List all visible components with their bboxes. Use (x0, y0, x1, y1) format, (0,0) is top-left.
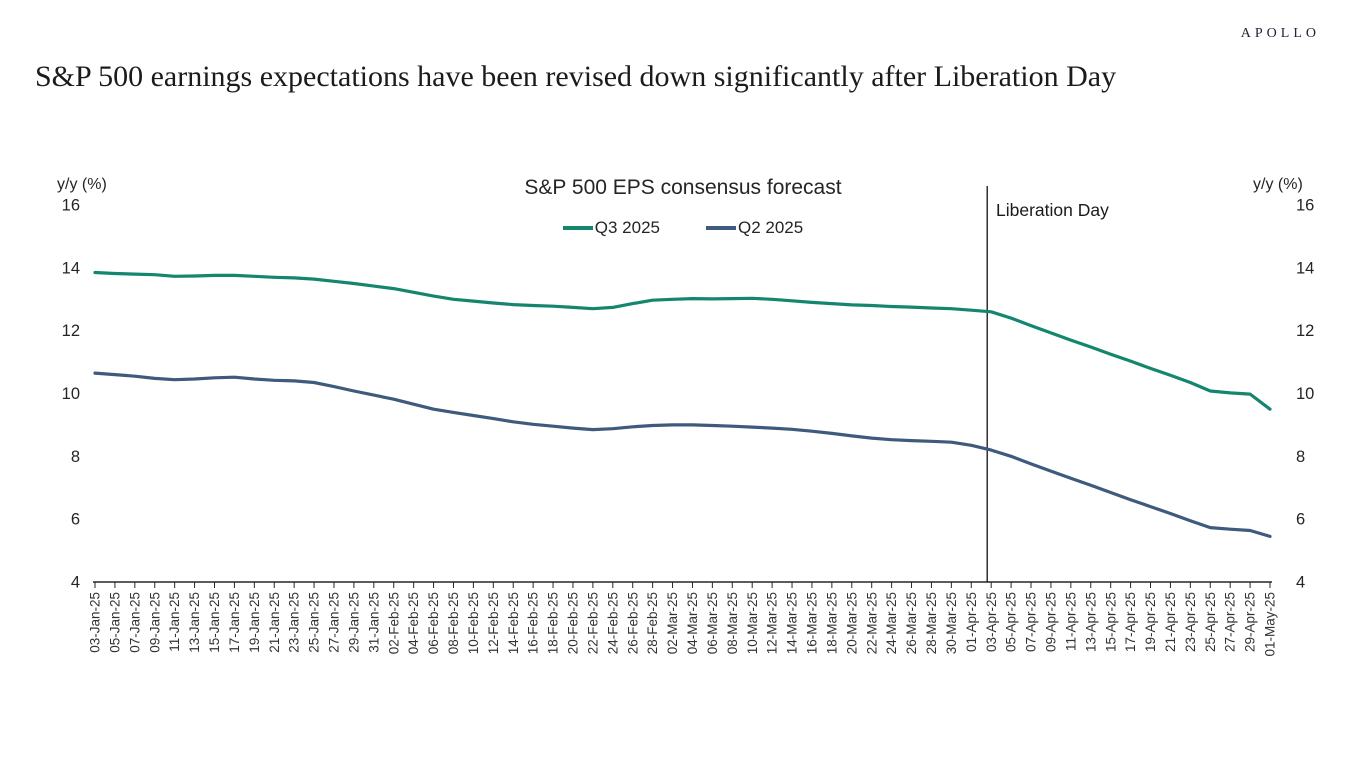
apollo-logo: APOLLO (1240, 26, 1320, 41)
x-axis-tick-label: 28-Feb-25 (645, 592, 660, 654)
x-axis-tick-label: 24-Mar-25 (884, 592, 899, 654)
x-axis-tick-label: 18-Feb-25 (546, 592, 561, 654)
y-axis-tick-label-left: 14 (62, 259, 80, 277)
x-axis-tick-label: 20-Mar-25 (844, 592, 859, 654)
y-axis-tick-label-right: 14 (1296, 259, 1314, 277)
x-axis-tick-label: 18-Mar-25 (824, 592, 839, 654)
x-axis-tick-label: 07-Apr-25 (1024, 592, 1039, 652)
x-axis-tick-label: 14-Mar-25 (785, 592, 800, 654)
x-axis-tick-label: 05-Apr-25 (1004, 592, 1019, 652)
legend-item-q2-2025: Q2 2025 (706, 218, 803, 238)
x-axis-tick-label: 08-Mar-25 (725, 592, 740, 654)
x-axis-tick-label: 11-Apr-25 (1063, 592, 1078, 651)
x-axis-tick-label: 07-Jan-25 (127, 592, 142, 653)
x-axis-tick-label: 03-Jan-25 (88, 592, 103, 653)
x-axis-tick-label: 04-Mar-25 (685, 592, 700, 654)
x-axis-tick-label: 12-Feb-25 (486, 592, 501, 654)
x-axis-tick-label: 17-Apr-25 (1123, 592, 1138, 652)
x-axis-tick-label: 06-Mar-25 (705, 592, 720, 654)
x-axis-tick-label: 27-Jan-25 (327, 592, 342, 653)
chart-legend: Q3 2025 Q2 2025 (0, 218, 1366, 238)
x-axis-tick-label: 06-Feb-25 (426, 592, 441, 654)
legend-item-q3-2025: Q3 2025 (562, 218, 660, 238)
y-axis-tick-label-left: 6 (71, 511, 80, 529)
y-axis-unit-right: y/y (%) (1253, 176, 1303, 193)
x-axis-tick-label: 09-Jan-25 (147, 592, 162, 653)
liberation-day-label: Liberation Day (996, 200, 1109, 220)
y-axis-tick-label-right: 10 (1296, 385, 1314, 403)
x-axis-tick-label: 21-Jan-25 (267, 592, 282, 653)
y-axis-tick-label-right: 4 (1296, 574, 1305, 592)
x-axis-tick-label: 04-Feb-25 (406, 592, 421, 654)
chart-title: S&P 500 EPS consensus forecast (524, 176, 842, 199)
x-axis-tick-label: 19-Apr-25 (1143, 592, 1158, 652)
y-axis-tick-label-left: 16 (62, 197, 80, 215)
x-axis-tick-label: 15-Jan-25 (207, 592, 222, 653)
x-axis-tick-label: 20-Feb-25 (566, 592, 581, 654)
y-axis-tick-label-left: 12 (62, 322, 80, 340)
x-axis-tick-label: 01-Apr-25 (964, 592, 979, 652)
x-axis-tick-label: 11-Jan-25 (167, 592, 182, 652)
legend-swatch (562, 226, 593, 230)
y-axis-tick-label-left: 8 (71, 448, 80, 466)
x-axis-tick-label: 05-Jan-25 (108, 592, 123, 653)
series-line-q2-2025 (93, 371, 1272, 539)
x-axis-tick-label: 08-Feb-25 (446, 592, 461, 654)
x-axis-tick-label: 21-Apr-25 (1163, 592, 1178, 652)
x-axis-tick-label: 15-Apr-25 (1103, 592, 1118, 652)
x-axis-tick-label: 19-Jan-25 (247, 592, 262, 653)
x-axis-tick-label: 16-Feb-25 (526, 592, 541, 654)
x-axis-tick-label: 22-Feb-25 (585, 592, 600, 654)
y-axis-tick-label-right: 6 (1296, 511, 1305, 529)
x-axis-tick-label: 25-Jan-25 (307, 592, 322, 653)
x-axis-tick-label: 10-Mar-25 (745, 592, 760, 654)
x-axis-tick-label: 14-Feb-25 (506, 592, 521, 654)
x-axis-tick-label: 13-Apr-25 (1083, 592, 1098, 652)
x-axis-tick-label: 30-Mar-25 (944, 592, 959, 654)
y-axis-tick-label-left: 4 (71, 574, 80, 592)
x-axis-tick-label: 09-Apr-25 (1044, 592, 1059, 652)
page-title: S&P 500 earnings expectations have been … (35, 60, 1117, 93)
x-axis-tick-label: 17-Jan-25 (227, 592, 242, 653)
x-axis-tick-label: 28-Mar-25 (924, 592, 939, 654)
x-axis-tick-label: 10-Feb-25 (466, 592, 481, 654)
x-axis-tick-label: 23-Apr-25 (1183, 592, 1198, 652)
x-axis-tick-label: 12-Mar-25 (765, 592, 780, 654)
x-axis-tick-label: 13-Jan-25 (187, 592, 202, 653)
x-axis-tick-label: 02-Mar-25 (665, 592, 680, 654)
y-axis-tick-label-left: 10 (62, 385, 80, 403)
x-axis-tick-label: 02-Feb-25 (386, 592, 401, 654)
x-axis-tick-label: 29-Jan-25 (346, 592, 361, 653)
x-axis-tick-label: 26-Feb-25 (625, 592, 640, 654)
y-axis-tick-label-right: 8 (1296, 448, 1305, 466)
y-axis-unit-left: y/y (%) (57, 176, 107, 193)
x-axis-tick-label: 16-Mar-25 (805, 592, 820, 654)
series-line-q3-2025 (93, 270, 1272, 411)
y-axis-tick-label-right: 12 (1296, 322, 1314, 340)
x-axis-tick-label: 01-May-25 (1263, 592, 1278, 657)
x-axis-tick-label: 31-Jan-25 (366, 592, 381, 653)
x-axis-tick-label: 23-Jan-25 (287, 592, 302, 653)
x-axis-tick-label: 25-Apr-25 (1203, 592, 1218, 652)
legend-label: Q2 2025 (738, 218, 804, 237)
y-axis-tick-label-right: 16 (1296, 197, 1314, 215)
x-axis-tick-label: 03-Apr-25 (984, 592, 999, 652)
x-axis-tick-label: 22-Mar-25 (864, 592, 879, 654)
legend-label: Q3 2025 (594, 218, 660, 237)
x-axis-tick-label: 26-Mar-25 (904, 592, 919, 654)
x-axis-tick-label: 24-Feb-25 (605, 592, 620, 654)
legend-swatch (706, 226, 736, 230)
x-axis-tick-label: 27-Apr-25 (1223, 592, 1238, 652)
x-axis-tick-label: 29-Apr-25 (1243, 592, 1258, 652)
